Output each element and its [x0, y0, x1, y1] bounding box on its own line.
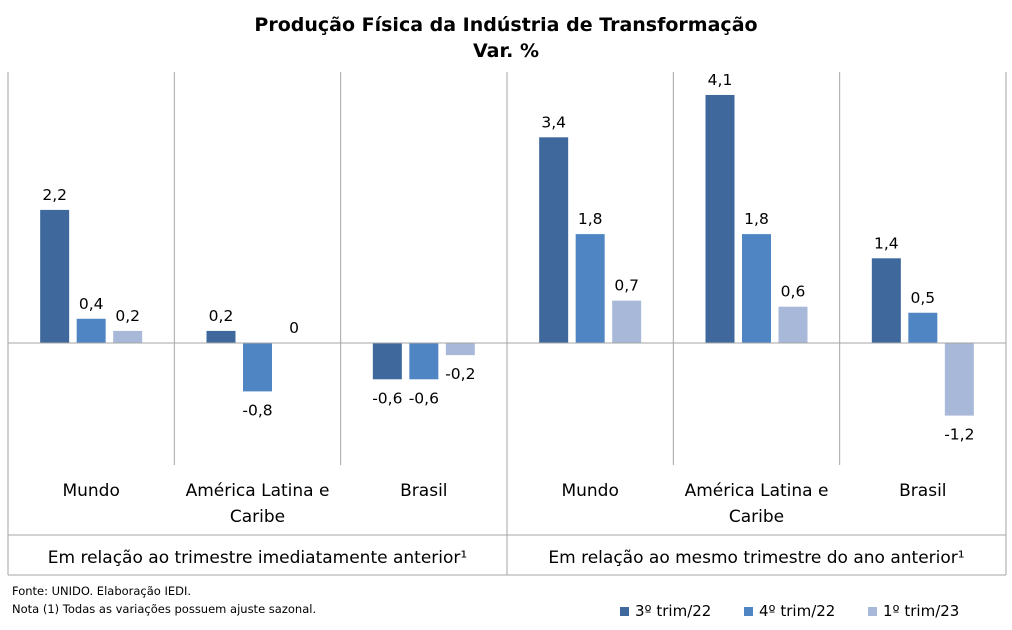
bar [409, 343, 439, 380]
bar [742, 234, 771, 343]
group-label: Em relação ao trimestre imediatamente an… [48, 548, 467, 568]
bar [206, 330, 236, 343]
data-label: 1,8 [578, 210, 603, 228]
category-label: Mundo [561, 481, 618, 501]
legend-swatch [620, 606, 629, 616]
data-label: -0,6 [372, 389, 402, 407]
chart-legend: 3º trim/22 4º trim/22 1º trim/23 [620, 602, 978, 620]
data-label: 0,6 [781, 283, 806, 301]
bar [908, 312, 938, 343]
category-label: Caribe [230, 507, 285, 527]
bar [705, 94, 735, 343]
category-label: América Latina e [186, 481, 330, 501]
data-label: 1,8 [744, 210, 769, 228]
legend-item: 4º trim/22 [744, 602, 868, 620]
bar [575, 234, 605, 343]
data-label: 0,5 [911, 289, 936, 307]
data-label: 1,4 [874, 234, 899, 252]
data-label: 0,2 [209, 307, 234, 325]
data-label: -0,6 [409, 389, 439, 407]
legend-label: 1º trim/23 [883, 602, 960, 620]
chart-subtitle: Var. % [472, 40, 540, 62]
category-label: América Latina e [685, 481, 829, 501]
bar [871, 258, 901, 343]
chart-title: Produção Física da Indústria de Transfor… [254, 14, 758, 36]
bar [612, 300, 642, 343]
data-label: 0,7 [614, 277, 639, 295]
legend-label: 3º trim/22 [635, 602, 712, 620]
legend-label: 4º trim/22 [759, 602, 836, 620]
category-label: Caribe [729, 507, 784, 527]
bar [944, 343, 974, 416]
bar [113, 330, 143, 343]
bar [778, 306, 808, 343]
data-label: 2,2 [42, 186, 67, 204]
legend-swatch [868, 606, 877, 616]
bar [76, 318, 106, 343]
category-label: Brasil [899, 481, 946, 501]
chart-title-block: Produção Física da Indústria de Transfor… [0, 12, 1012, 64]
data-label: -0,2 [445, 365, 475, 383]
legend-item: 1º trim/23 [868, 602, 978, 620]
data-label: -0,8 [242, 401, 272, 419]
bar [40, 209, 70, 343]
footnote: Nota (1) Todas as variações possuem ajus… [12, 602, 317, 616]
category-label: Mundo [62, 481, 119, 501]
category-label: Brasil [400, 481, 447, 501]
data-label: 0 [289, 319, 299, 337]
bar [539, 137, 569, 343]
bar [372, 343, 402, 380]
bar [243, 343, 272, 392]
legend-item: 3º trim/22 [620, 602, 744, 620]
data-label: 3,4 [541, 113, 566, 131]
data-label: 0,4 [79, 295, 104, 313]
source-note: Fonte: UNIDO. Elaboração IEDI. [12, 584, 192, 598]
data-label: 0,2 [115, 307, 140, 325]
data-label: 4,1 [708, 71, 733, 89]
group-label: Em relação ao mesmo trimestre do ano ant… [548, 548, 964, 568]
bar [445, 343, 475, 356]
data-label: -1,2 [944, 426, 974, 444]
legend-swatch [744, 606, 753, 616]
